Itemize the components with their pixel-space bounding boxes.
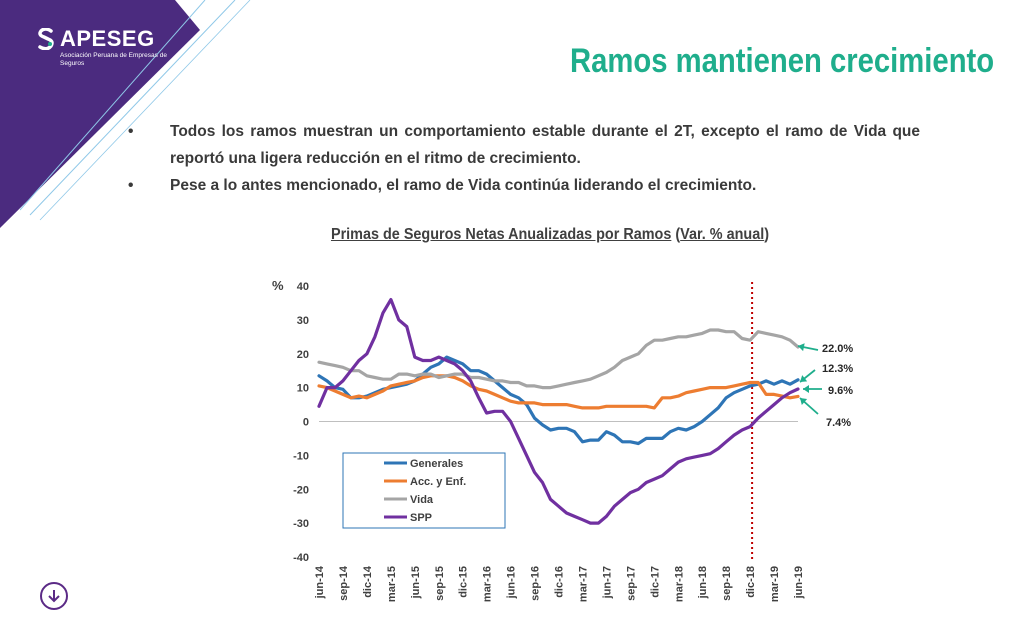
y-tick-label: 30 [297,315,309,327]
y-axis-label: % [272,278,284,293]
x-tick-label: dic-17 [649,566,661,598]
x-tick-label: dic-14 [362,565,374,598]
chart-title-main: Primas de Seguros Netas Anualizadas por … [330,226,672,243]
annotation-arrowhead [798,343,805,352]
chart-title-paren-close: ) [764,226,770,243]
y-tick-label: 10 [297,383,309,395]
x-tick-label: jun-14 [314,565,326,599]
x-tick-label: dic-15 [458,566,470,598]
x-tick-label: jun-17 [601,566,613,599]
annotation-label: 12.3% [822,363,853,375]
down-arrow-circle-icon [48,590,60,603]
legend-box [342,452,506,529]
x-tick-label: jun-19 [793,566,805,599]
x-tick-label: jun-15 [410,566,422,599]
x-tick-label: mar-15 [386,566,398,602]
legend-label: Generales [410,458,463,470]
annotation-arrowhead [800,398,808,405]
logo-wordmark: APESEG [60,26,155,51]
bullet-item: Todos los ramos muestran un comportamien… [120,118,920,172]
y-tick-label: 20 [297,349,309,361]
y-tick-label: -30 [293,518,309,530]
x-tick-label: dic-16 [554,566,566,598]
x-tick-label: dic-18 [745,566,757,598]
series-line-generales [317,355,800,446]
annotation-arrowhead [803,385,809,393]
annotation-label: 9.6% [828,385,853,397]
annotation-label: 7.4% [826,417,851,429]
page-title: Ramos mantienen crecimiento [569,42,994,80]
legend-label: Vida [410,494,434,506]
bullet-list: Todos los ramos muestran un comportamien… [120,118,920,199]
annotation-arrowhead [800,375,808,382]
x-tick-label: mar-19 [769,566,781,602]
logo-subtitle: Asociación Peruana de Empresas de Seguro… [60,52,167,67]
annotation-label: 22.0% [822,343,853,355]
y-tick-label: 40 [297,281,309,293]
series-line-vida [317,328,800,390]
x-tick-label: sep-17 [625,566,637,601]
logo-mark-icon [38,28,54,50]
x-tick-label: jun-16 [506,566,518,599]
chart-title: Primas de Seguros Netas Anualizadas por … [55,226,1024,244]
x-tick-label: sep-14 [338,565,350,601]
scroll-down-button[interactable] [40,582,68,610]
x-tick-label: sep-15 [434,566,446,601]
x-tick-label: sep-16 [530,566,542,601]
chart-title-unit: Var. % anual [680,226,765,243]
y-tick-label: -40 [293,552,309,564]
x-tick-label: mar-18 [673,566,685,602]
series-line-acc-y-enf- [317,374,800,410]
y-tick-label: 0 [303,417,309,429]
legend-label: SPP [410,512,432,524]
chart-title-paren-open: ( [671,226,681,243]
x-tick-label: jun-18 [697,566,709,599]
x-tick-label: mar-16 [482,566,494,602]
x-tick-label: sep-18 [721,566,733,601]
y-tick-label: -20 [293,484,309,496]
series-line-spp [317,298,800,525]
y-tick-label: -10 [293,450,309,462]
corner-brand-band [0,0,251,228]
x-tick-label: mar-17 [577,566,589,602]
legend-label: Acc. y Enf. [410,476,466,488]
bullet-item: Pese a lo antes mencionado, el ramo de V… [120,172,920,199]
